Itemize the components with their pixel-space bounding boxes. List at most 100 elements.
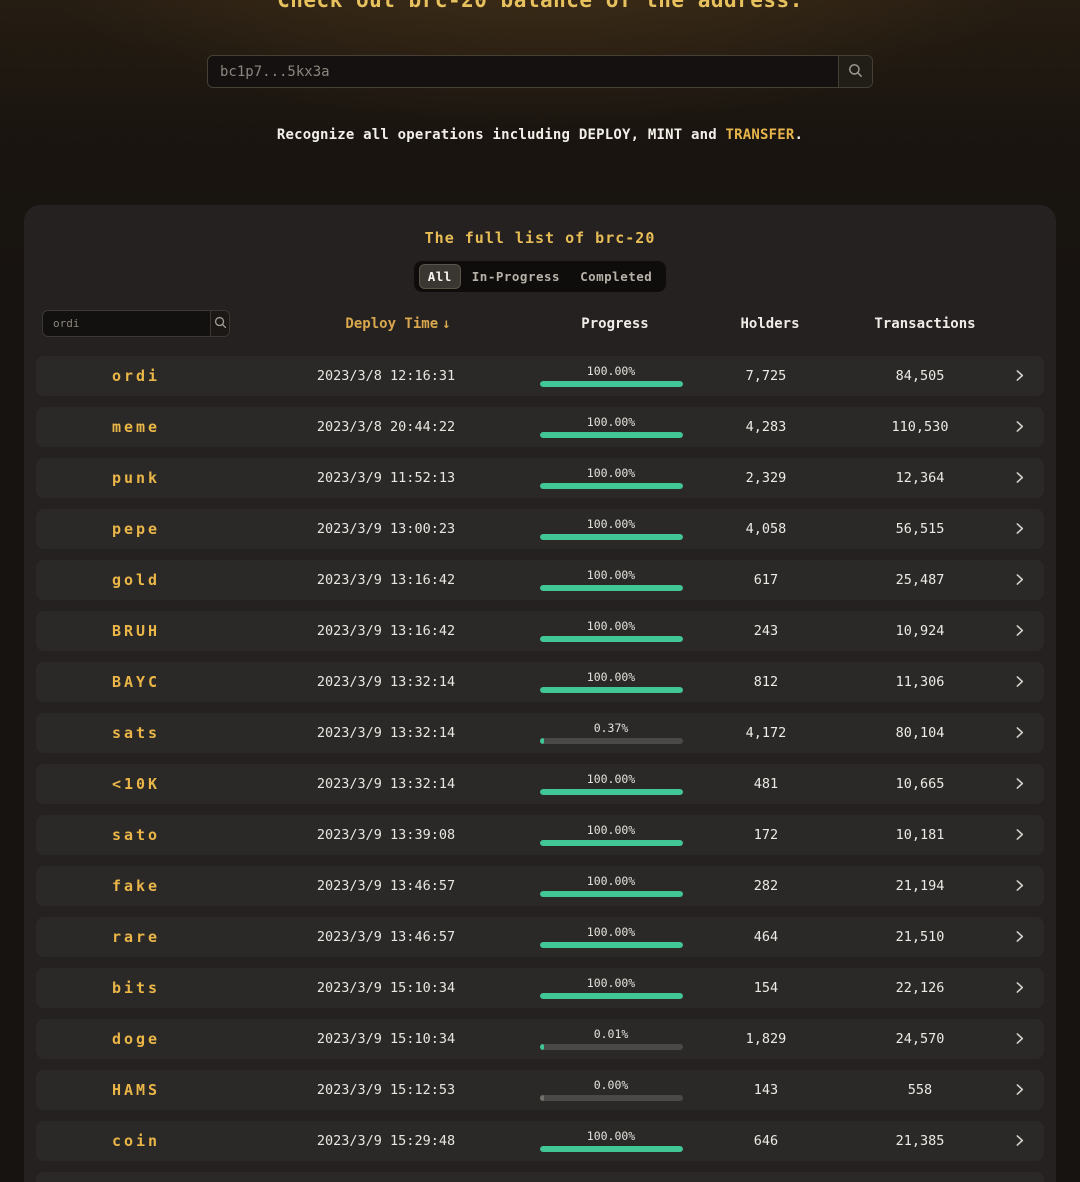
table-row[interactable]: meme 2023/3/8 20:44:22 100.00% 4,283 110,530	[36, 407, 1044, 447]
progress-bar-fill	[539, 992, 683, 999]
chevron-right-icon	[1013, 520, 1026, 539]
operations-subtitle: Recognize all operations including DEPLO…	[0, 127, 1080, 143]
column-deploy-time-sort[interactable]: Deploy Time ↓	[345, 316, 451, 332]
progress-bar	[539, 1094, 683, 1101]
row-detail-link[interactable]	[994, 724, 1044, 743]
progress-bar-fill	[539, 890, 683, 897]
ticker-filter-input[interactable]	[43, 311, 210, 336]
row-detail-link[interactable]	[994, 775, 1044, 794]
holders-count: 617	[753, 572, 779, 588]
address-search-input[interactable]	[208, 56, 838, 87]
table-row[interactable]: BRUH 2023/3/9 13:16:42 100.00% 243 10,924	[36, 611, 1044, 651]
row-detail-link[interactable]	[994, 673, 1044, 692]
transactions-count: 22,126	[895, 980, 945, 996]
progress-bar	[539, 1043, 683, 1050]
progress-label: 0.00%	[593, 1077, 629, 1092]
table-row[interactable]: doge 2023/3/9 15:10:34 0.01% 1,829 24,570	[36, 1019, 1044, 1059]
progress-label: 100.00%	[586, 567, 636, 582]
table-row[interactable]: HAMS 2023/3/9 15:12:53 0.00% 143 558	[36, 1070, 1044, 1110]
list-title: The full list of brc-20	[424, 229, 656, 247]
holders-count: 4,172	[745, 725, 787, 741]
column-holders: Holders	[740, 316, 800, 332]
token-ticker: punk	[111, 469, 161, 487]
row-detail-link[interactable]	[994, 1030, 1044, 1049]
brc20-list-card: The full list of brc-20 All In-Progress Co…	[24, 205, 1056, 1182]
row-detail-link[interactable]	[994, 1081, 1044, 1100]
row-detail-link[interactable]	[994, 367, 1044, 386]
row-detail-link[interactable]	[994, 571, 1044, 590]
transfer-link[interactable]: TRANSFER	[725, 127, 795, 143]
tab-in-progress[interactable]: In-Progress	[463, 264, 569, 289]
table-row[interactable]: coin 2023/3/9 15:29:48 100.00% 646 21,385	[36, 1121, 1044, 1161]
progress-cell: 0.01%	[536, 1028, 686, 1050]
table-row[interactable]: ordi 2023/3/8 12:16:31 100.00% 7,725 84,505	[36, 356, 1044, 396]
progress-label: 0.37%	[593, 720, 629, 735]
row-detail-link[interactable]	[994, 826, 1044, 845]
table-row[interactable]: rare 2023/3/9 13:46:57 100.00% 464 21,510	[36, 917, 1044, 957]
tab-completed[interactable]: Completed	[571, 264, 661, 289]
token-ticker: rare	[111, 928, 161, 946]
table-row[interactable]: <10K 2023/3/9 13:32:14 100.00% 481 10,665	[36, 764, 1044, 804]
chevron-right-icon	[1013, 418, 1026, 437]
progress-bar-fill	[539, 1043, 544, 1050]
row-detail-link[interactable]	[994, 520, 1044, 539]
holders-count: 154	[753, 980, 779, 996]
token-list: ordi 2023/3/8 12:16:31 100.00% 7,725 84,505 m…	[36, 356, 1044, 1182]
progress-label: 100.00%	[586, 414, 636, 429]
transactions-count: 24,570	[895, 1031, 945, 1047]
row-detail-link[interactable]	[994, 877, 1044, 896]
sort-descending-icon: ↓	[442, 316, 451, 332]
progress-bar	[539, 533, 683, 540]
tab-all[interactable]: All	[418, 264, 461, 289]
table-row[interactable]: bits 2023/3/9 15:10:34 100.00% 154 22,126	[36, 968, 1044, 1008]
row-detail-link[interactable]	[994, 418, 1044, 437]
table-row[interactable]: gold 2023/3/9 13:16:42 100.00% 617 25,487	[36, 560, 1044, 600]
token-ticker: ordi	[111, 367, 161, 385]
table-row[interactable]: fake 2023/3/9 13:46:57 100.00% 282 21,194	[36, 866, 1044, 906]
table-row[interactable]: sats 2023/3/9 13:32:14 0.37% 4,172 80,104	[36, 713, 1044, 753]
table-row[interactable]: punk 2023/3/9 11:52:13 100.00% 2,329 12,364	[36, 458, 1044, 498]
holders-count: 7,725	[745, 368, 787, 384]
progress-cell: 0.37%	[536, 720, 686, 744]
holders-count: 2,329	[745, 470, 787, 486]
ticker-filter-button[interactable]	[210, 311, 229, 336]
table-row[interactable]: sato 2023/3/9 13:39:08 100.00% 172 10,181	[36, 815, 1044, 855]
table-row[interactable]: pepe 2023/3/9 13:00:23 100.00% 4,058 56,515	[36, 509, 1044, 549]
progress-label: 100.00%	[586, 363, 636, 378]
progress-bar	[539, 992, 683, 999]
progress-bar-fill	[539, 431, 683, 438]
deploy-time: 2023/3/9 13:16:42	[316, 572, 456, 588]
holders-count: 481	[753, 776, 779, 792]
row-detail-link[interactable]	[994, 1132, 1044, 1151]
row-detail-link[interactable]	[994, 622, 1044, 641]
deploy-time: 2023/3/9 15:10:34	[316, 1031, 456, 1047]
row-detail-link[interactable]	[994, 469, 1044, 488]
progress-bar-fill	[539, 941, 683, 948]
progress-bar-fill	[539, 533, 683, 540]
table-row[interactable]: BAYC 2023/3/9 13:32:14 100.00% 812 11,306	[36, 662, 1044, 702]
progress-bar	[539, 380, 683, 387]
deploy-time: 2023/3/9 15:10:34	[316, 980, 456, 996]
row-detail-link[interactable]	[994, 979, 1044, 998]
progress-label: 100.00%	[586, 771, 636, 786]
chevron-right-icon	[1013, 979, 1026, 998]
progress-bar-fill	[539, 737, 544, 744]
progress-cell: 100.00%	[536, 824, 686, 846]
address-search-button[interactable]	[838, 56, 872, 87]
chevron-right-icon	[1013, 724, 1026, 743]
progress-bar	[539, 431, 683, 438]
ticker-filter	[42, 310, 230, 337]
token-ticker: pepe	[111, 520, 161, 538]
row-detail-link[interactable]	[994, 928, 1044, 947]
progress-bar	[539, 584, 683, 591]
progress-cell: 100.00%	[536, 567, 686, 591]
transactions-count: 56,515	[895, 521, 945, 537]
token-ticker: BAYC	[111, 673, 161, 691]
progress-cell: 100.00%	[536, 1130, 686, 1152]
progress-bar	[539, 788, 683, 795]
chevron-right-icon	[1013, 622, 1026, 641]
progress-bar-fill	[539, 686, 683, 693]
progress-bar-fill	[539, 839, 683, 846]
progress-cell: 100.00%	[536, 620, 686, 642]
